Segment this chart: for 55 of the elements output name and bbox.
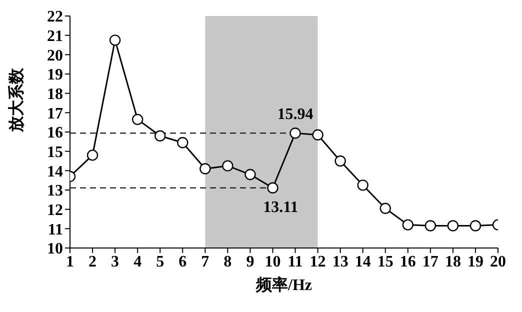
x-axis-title: 频率/Hz bbox=[255, 275, 312, 294]
x-tick-label: 7 bbox=[201, 253, 210, 270]
x-tick-label: 9 bbox=[246, 253, 254, 270]
y-tick-label: 15 bbox=[47, 144, 63, 162]
y-tick-label: 21 bbox=[47, 28, 63, 46]
x-tick-label: 11 bbox=[288, 253, 303, 270]
x-tick-label: 12 bbox=[310, 253, 326, 270]
point bbox=[109, 34, 121, 46]
point bbox=[154, 130, 166, 142]
x-tick-label: 14 bbox=[354, 253, 371, 270]
y-tick-label: 19 bbox=[47, 66, 63, 84]
point bbox=[86, 150, 98, 161]
point bbox=[447, 220, 459, 232]
data-label: 13.11 bbox=[263, 198, 298, 216]
x-tick-label: 19 bbox=[467, 253, 484, 270]
y-tick-label: 10 bbox=[47, 240, 63, 258]
point bbox=[380, 202, 391, 214]
x-tick-label: 13 bbox=[332, 253, 348, 270]
point bbox=[177, 137, 188, 148]
x-tick-label: 17 bbox=[422, 253, 438, 270]
y-tick-label: 22 bbox=[47, 8, 63, 26]
x-tick-label: 16 bbox=[400, 253, 416, 270]
x-tick-label: 15 bbox=[377, 253, 394, 270]
point bbox=[200, 163, 211, 174]
point bbox=[132, 114, 144, 126]
x-tick-label: 20 bbox=[490, 253, 506, 270]
x-tick-label: 5 bbox=[156, 253, 164, 270]
x-tick-label: 2 bbox=[88, 253, 97, 270]
point bbox=[334, 155, 346, 167]
y-tick-label: 20 bbox=[47, 47, 63, 64]
x-tick-label: 18 bbox=[444, 253, 461, 270]
point bbox=[222, 160, 234, 172]
point bbox=[267, 182, 278, 194]
y-tick-label: 16 bbox=[47, 124, 63, 142]
y-tick-label: 12 bbox=[47, 202, 63, 220]
x-tick-label: 3 bbox=[111, 253, 120, 270]
data-label: 15.94 bbox=[277, 106, 314, 124]
y-tick-label: 11 bbox=[48, 221, 63, 238]
point bbox=[244, 168, 256, 180]
point bbox=[290, 128, 301, 139]
y-tick-label: 18 bbox=[47, 86, 63, 104]
x-tick-label: 1 bbox=[66, 253, 74, 270]
point bbox=[424, 220, 436, 232]
y-tick-label: 13 bbox=[47, 182, 63, 200]
point bbox=[402, 219, 414, 230]
x-tick-label: 10 bbox=[264, 253, 281, 270]
x-tick-label: 4 bbox=[134, 253, 142, 270]
y-axis-title: 放大系数 bbox=[8, 67, 26, 133]
x-tick-label: 8 bbox=[224, 253, 232, 270]
point bbox=[312, 129, 324, 140]
point bbox=[470, 220, 482, 232]
y-tick-label: 17 bbox=[47, 105, 63, 122]
y-tick-label: 14 bbox=[47, 163, 63, 180]
x-tick-label: 6 bbox=[178, 253, 187, 270]
point bbox=[357, 180, 368, 191]
